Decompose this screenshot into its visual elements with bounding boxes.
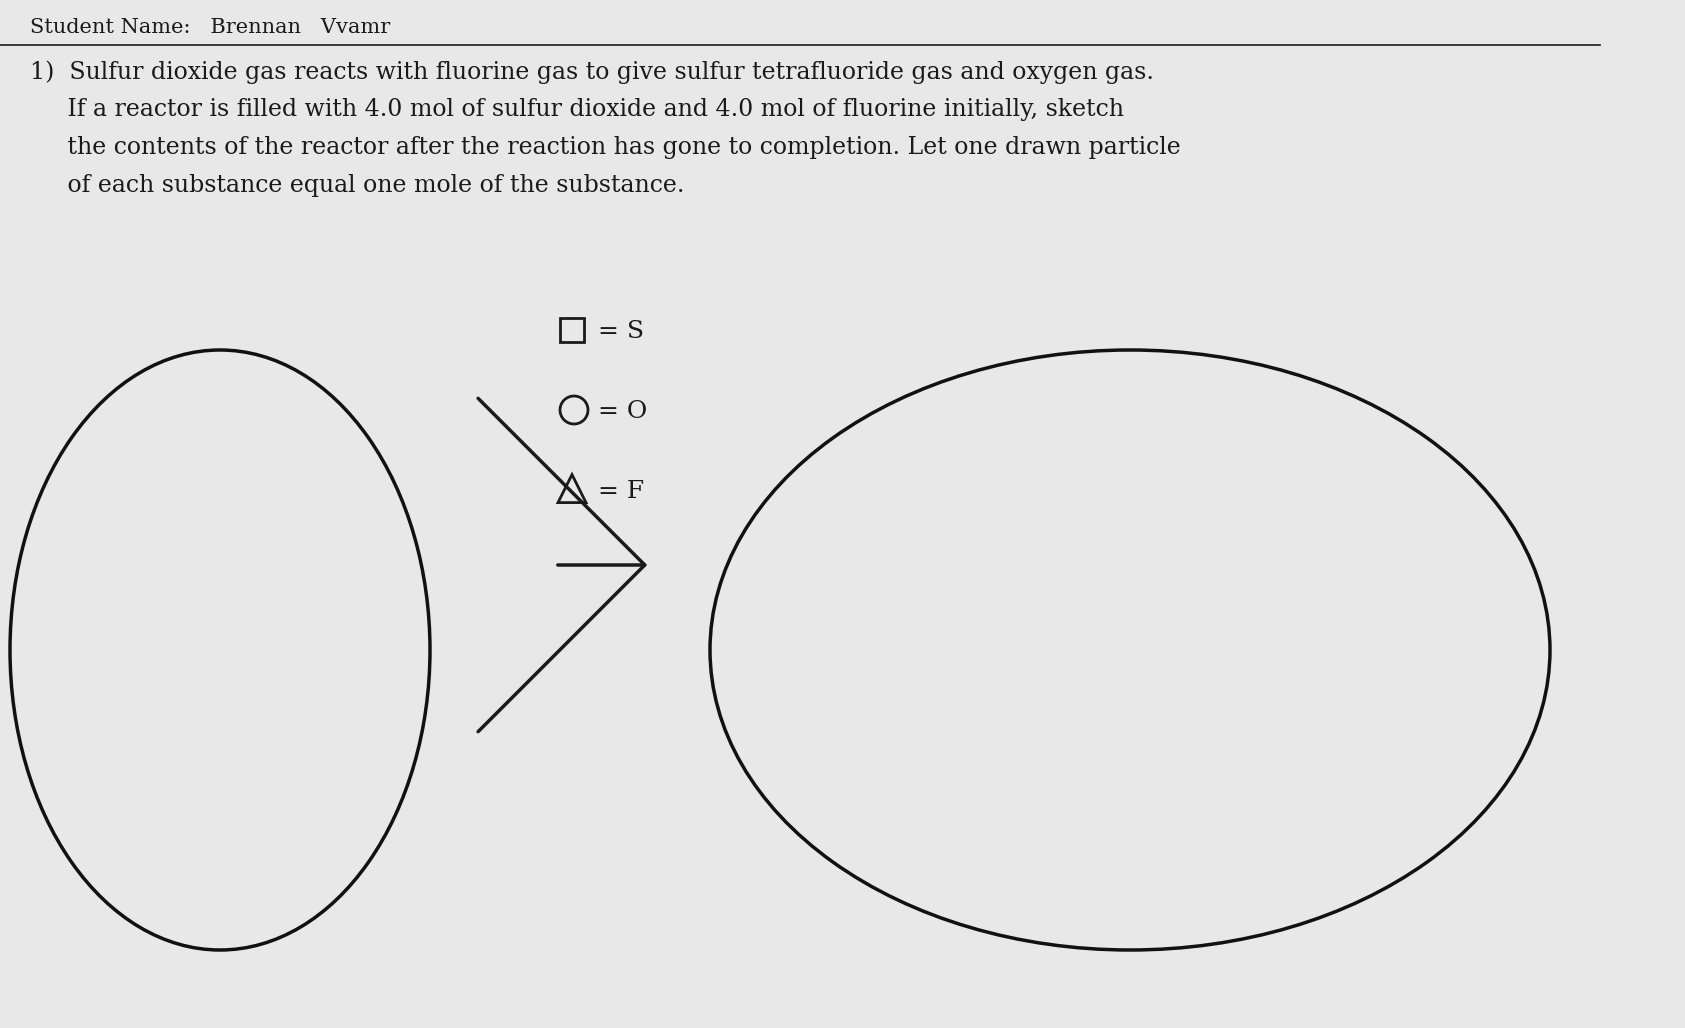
Text: = S: = S — [590, 320, 644, 342]
Text: the contents of the reactor after the reaction has gone to completion. Let one d: the contents of the reactor after the re… — [30, 136, 1181, 159]
Text: of each substance equal one mole of the substance.: of each substance equal one mole of the … — [30, 174, 684, 197]
Text: 1)  Sulfur dioxide gas reacts with fluorine gas to give sulfur tetrafluoride gas: 1) Sulfur dioxide gas reacts with fluori… — [30, 60, 1154, 83]
Text: = O: = O — [590, 400, 647, 423]
Text: = F: = F — [590, 479, 644, 503]
Text: If a reactor is filled with 4.0 mol of sulfur dioxide and 4.0 mol of fluorine in: If a reactor is filled with 4.0 mol of s… — [30, 98, 1124, 121]
Text: Student Name:   Brennan   Vvamr: Student Name: Brennan Vvamr — [30, 19, 391, 37]
